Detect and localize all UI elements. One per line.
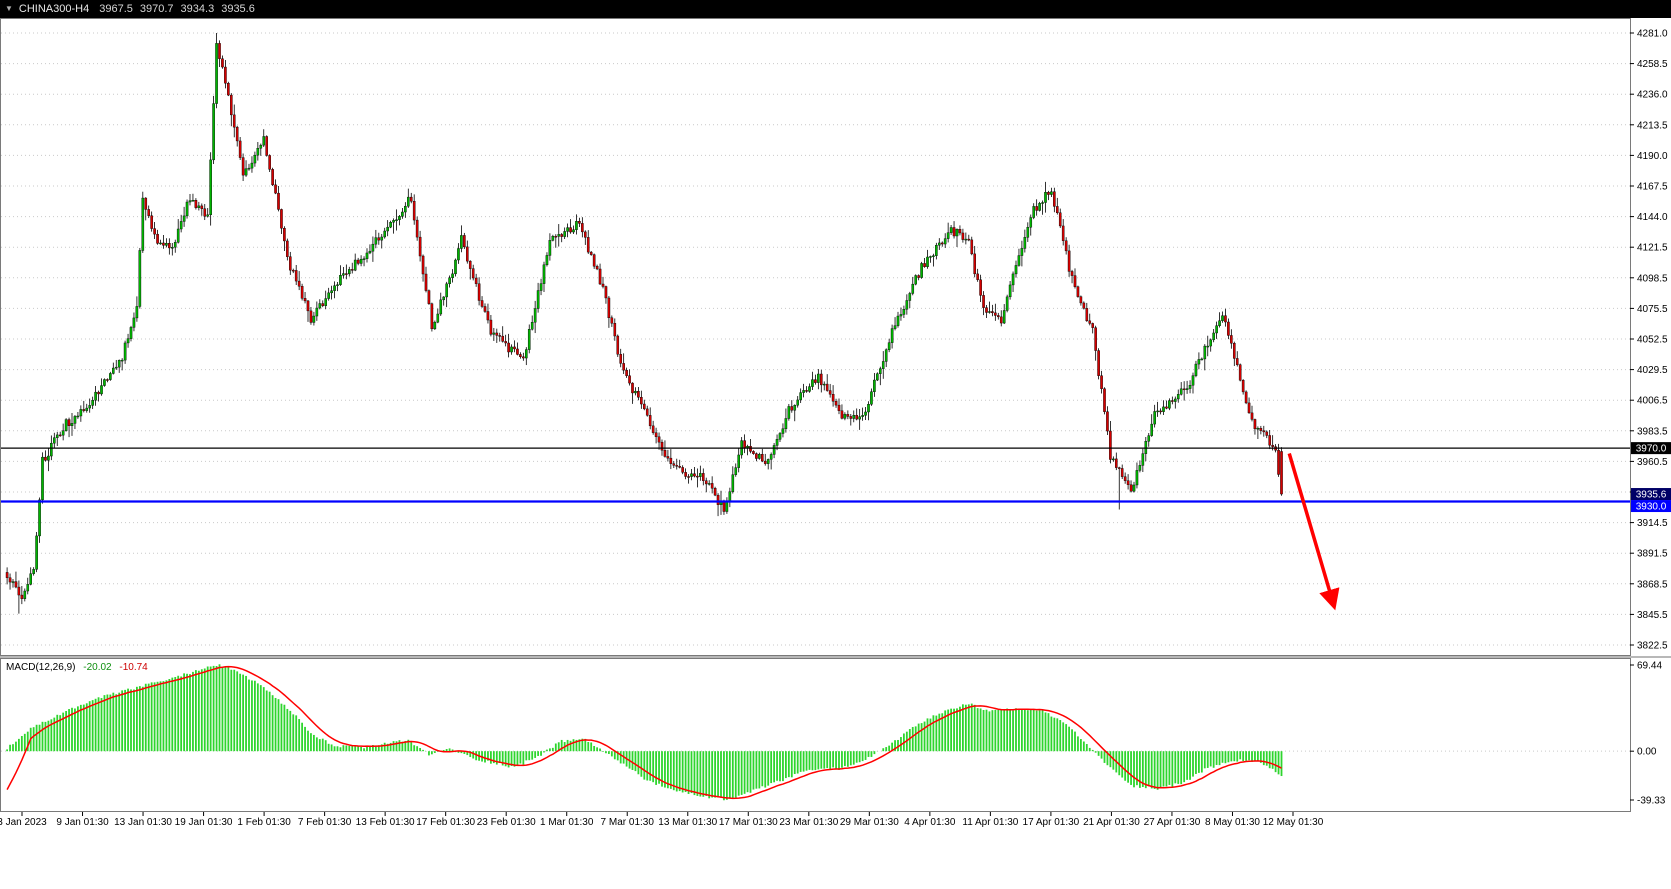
svg-text:29 Mar 01:30: 29 Mar 01:30 — [840, 817, 899, 828]
candles-layer — [5, 33, 1283, 614]
svg-text:4 Apr 01:30: 4 Apr 01:30 — [904, 817, 956, 828]
ohlc-open-value: 3967.5 — [99, 3, 133, 15]
svg-text:4052.5: 4052.5 — [1637, 335, 1668, 346]
macd-indicator-label: MACD(12,26,9) -20.02 -10.74 — [6, 662, 148, 673]
chart-title-bar: ▼ CHINA300-H4 3967.5 3970.7 3934.3 3935.… — [0, 0, 1671, 18]
svg-text:3983.5: 3983.5 — [1637, 426, 1668, 437]
svg-text:3935.6: 3935.6 — [1636, 490, 1667, 501]
svg-text:11 Apr 01:30: 11 Apr 01:30 — [962, 817, 1018, 828]
ohlc-close-value: 3935.6 — [221, 3, 255, 15]
svg-text:4281.0: 4281.0 — [1637, 29, 1668, 40]
svg-text:8 May 01:30: 8 May 01:30 — [1205, 817, 1260, 828]
svg-text:4098.5: 4098.5 — [1637, 273, 1668, 284]
svg-text:7 Feb 01:30: 7 Feb 01:30 — [298, 817, 352, 828]
svg-text:27 Apr 01:30: 27 Apr 01:30 — [1144, 817, 1201, 828]
svg-text:4236.0: 4236.0 — [1637, 90, 1668, 101]
svg-text:0.00: 0.00 — [1637, 747, 1657, 758]
svg-text:1 Feb 01:30: 1 Feb 01:30 — [237, 817, 291, 828]
macd-main-value: -20.02 — [83, 662, 112, 673]
svg-text:4144.0: 4144.0 — [1637, 212, 1668, 223]
macd-signal-value: -10.74 — [119, 662, 148, 673]
svg-text:17 Apr 01:30: 17 Apr 01:30 — [1023, 817, 1080, 828]
ohlc-low-value: 3934.3 — [180, 3, 215, 15]
symbol-timeframe-label: CHINA300-H4 — [18, 3, 90, 15]
svg-text:23 Mar 01:30: 23 Mar 01:30 — [779, 817, 838, 828]
svg-text:3845.5: 3845.5 — [1637, 610, 1668, 621]
svg-text:3914.5: 3914.5 — [1637, 518, 1668, 529]
svg-text:3970.0: 3970.0 — [1636, 444, 1667, 455]
svg-text:3 Jan 2023: 3 Jan 2023 — [0, 817, 47, 828]
svg-text:12 May 01:30: 12 May 01:30 — [1263, 817, 1324, 828]
svg-text:4029.5: 4029.5 — [1637, 365, 1668, 376]
macd-signal-line — [6, 665, 1282, 800]
panel-borders — [0, 18, 1671, 812]
svg-text:3930.0: 3930.0 — [1636, 502, 1667, 513]
svg-text:17 Mar 01:30: 17 Mar 01:30 — [719, 817, 778, 828]
svg-text:13 Feb 01:30: 13 Feb 01:30 — [356, 817, 415, 828]
svg-text:4075.5: 4075.5 — [1637, 304, 1668, 315]
svg-text:4258.5: 4258.5 — [1637, 59, 1668, 70]
svg-text:23 Feb 01:30: 23 Feb 01:30 — [477, 817, 536, 828]
svg-text:4006.5: 4006.5 — [1637, 396, 1668, 407]
svg-text:-39.33: -39.33 — [1637, 796, 1666, 807]
svg-text:4167.5: 4167.5 — [1637, 182, 1668, 193]
macd-layer — [6, 664, 1283, 801]
svg-text:3822.5: 3822.5 — [1637, 641, 1668, 652]
price-axis[interactable]: 4281.0 4258.5 4236.0 4213.5 4190.0 4167.5 4144… — [1630, 29, 1668, 807]
svg-text:3891.5: 3891.5 — [1637, 549, 1668, 560]
svg-text:7 Mar 01:30: 7 Mar 01:30 — [601, 817, 655, 828]
svg-text:3868.5: 3868.5 — [1637, 579, 1668, 590]
macd-name: MACD(12,26,9) — [6, 662, 76, 673]
svg-text:13 Jan 01:30: 13 Jan 01:30 — [114, 817, 172, 828]
price-tag-current — [1631, 488, 1671, 501]
svg-text:9 Jan 01:30: 9 Jan 01:30 — [56, 817, 109, 828]
trend-arrow-annotation[interactable] — [1287, 452, 1340, 611]
time-axis[interactable]: 3 Jan 2023 9 Jan 01:30 13 Jan 01:30 19 Jan … — [0, 812, 1324, 828]
svg-text:17 Feb 01:30: 17 Feb 01:30 — [416, 817, 475, 828]
horizontal-lines-layer[interactable] — [1, 447, 1630, 503]
svg-text:4213.5: 4213.5 — [1637, 120, 1668, 131]
svg-text:69.44: 69.44 — [1637, 661, 1662, 672]
svg-text:3960.5: 3960.5 — [1637, 457, 1668, 468]
svg-text:13 Mar 01:30: 13 Mar 01:30 — [658, 817, 717, 828]
svg-text:1 Mar 01:30: 1 Mar 01:30 — [540, 817, 594, 828]
svg-text:4121.5: 4121.5 — [1637, 243, 1668, 254]
svg-text:4190.0: 4190.0 — [1637, 151, 1668, 162]
down-arrow-icon[interactable] — [1287, 452, 1340, 611]
collapse-chart-icon[interactable]: ▼ — [5, 4, 13, 13]
price-tag-support — [1631, 500, 1671, 513]
svg-text:19 Jan 01:30: 19 Jan 01:30 — [175, 817, 233, 828]
svg-text:21 Apr 01:30: 21 Apr 01:30 — [1083, 817, 1140, 828]
ohlc-high-value: 3970.7 — [139, 3, 174, 15]
price-tag-resistance — [1631, 442, 1671, 455]
